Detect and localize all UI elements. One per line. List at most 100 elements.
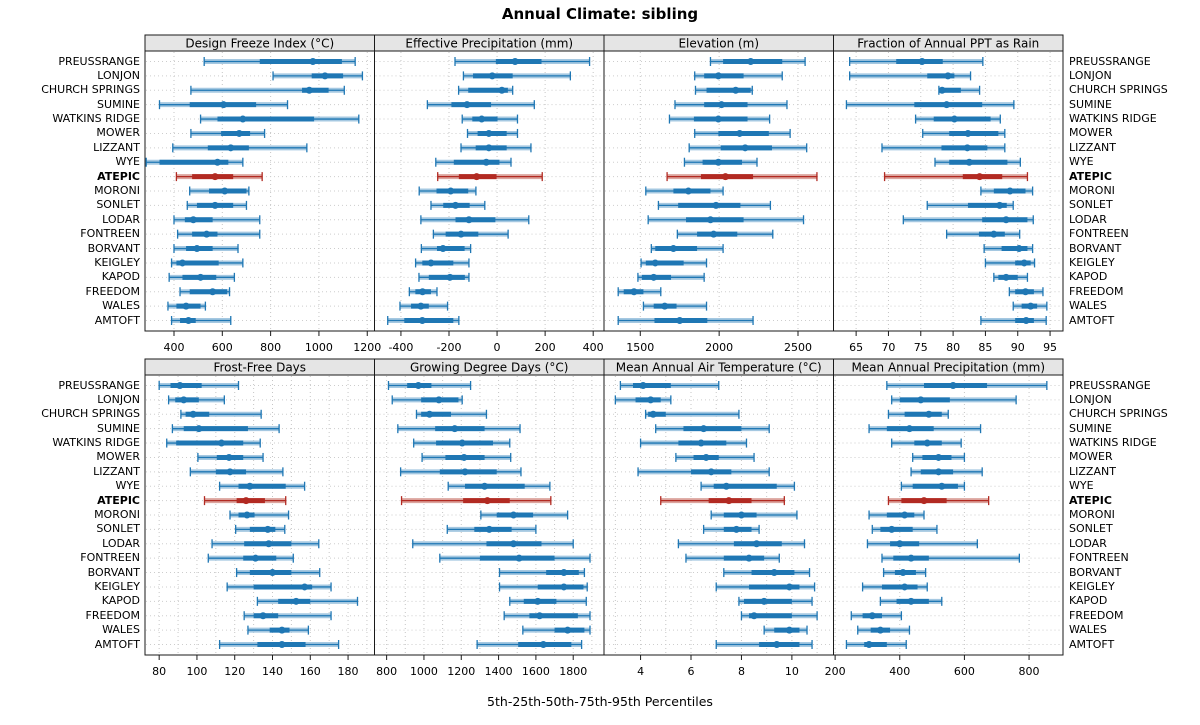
percentile-row-preussrange <box>454 57 591 66</box>
percentile-row-mower <box>466 128 519 138</box>
percentile-row-borvant <box>650 244 724 254</box>
percentile-row-fontreen <box>207 553 294 563</box>
median-dot <box>669 245 677 253</box>
axis-tick-label: 85 <box>978 341 992 354</box>
percentile-row-lonjon <box>849 71 972 81</box>
station-label-right-keigley: KEIGLEY <box>1069 255 1115 269</box>
station-label-left-lonjon: LONJON <box>97 68 140 82</box>
percentile-row-borvant <box>173 244 239 254</box>
panel-strip <box>833 358 1064 376</box>
median-dot <box>676 317 684 324</box>
station-label-left-atepic: ATEPIC <box>97 493 140 507</box>
median-dot <box>702 453 710 461</box>
median-dot <box>451 425 459 433</box>
axis-tick-label: 120 <box>224 665 245 678</box>
panel-frost-free-days: Frost-Free Days 80 100 120 140 160 180 <box>144 358 375 678</box>
percentile-row-lonjon <box>614 395 672 405</box>
median-dot <box>714 158 722 166</box>
percentile-row-borvant <box>420 244 472 254</box>
median-dot <box>461 468 469 476</box>
station-label-left-kapod: KAPOD <box>101 594 140 608</box>
axis-tick-label: -200 <box>437 341 462 354</box>
percentile-row-lodar <box>173 215 261 225</box>
percentile-row-sumine <box>158 100 289 110</box>
percentile-row-kapod <box>738 596 813 606</box>
median-dot <box>773 641 781 648</box>
median-dot <box>265 540 273 548</box>
median-dot <box>209 288 217 296</box>
median-dot <box>1022 317 1030 324</box>
median-dot <box>888 525 896 533</box>
percentile-row-amtoft <box>476 640 583 649</box>
percentile-row-fontreen <box>439 553 591 563</box>
percentile-row-lodar <box>420 215 530 225</box>
station-label-left-freedom: FREEDOM <box>85 608 141 622</box>
percentile-row-keigley <box>861 582 928 592</box>
axis-tick-label: 95 <box>1043 341 1057 354</box>
median-dot <box>650 273 658 281</box>
percentile-row-church-springs <box>180 409 262 419</box>
median-dot <box>943 101 951 109</box>
median-dot <box>225 453 233 461</box>
station-label-left-sumine: SUMINE <box>97 421 140 435</box>
median-dot <box>182 302 190 310</box>
station-label-right-lodar: LODAR <box>1069 212 1107 226</box>
panel-strip-label: Mean Annual Air Temperature (°C) <box>616 361 822 375</box>
percentile-row-lodar <box>902 215 1034 225</box>
percentile-row-amtoft <box>170 316 232 325</box>
median-dot <box>221 187 229 195</box>
percentile-row-watkins-ridge <box>413 438 511 448</box>
median-dot <box>718 101 726 109</box>
median-dot <box>560 569 568 577</box>
station-label-left-amtoft: AMTOFT <box>94 313 140 327</box>
percentile-row-borvant <box>498 568 586 578</box>
panel-mean-annual-air-temperature-c: Mean Annual Air Temperature (°C) 4 6 8 10 <box>603 358 834 678</box>
median-dot <box>321 72 329 80</box>
percentile-row-borvant <box>723 568 811 578</box>
station-label-left-amtoft: AMTOFT <box>94 637 140 651</box>
median-dot <box>189 216 197 224</box>
median-dot <box>963 144 971 152</box>
percentile-row-moroni <box>229 510 290 520</box>
median-dot <box>700 425 708 433</box>
median-dot <box>990 230 998 238</box>
median-dot <box>649 410 657 418</box>
percentile-row-moroni <box>980 186 1034 196</box>
station-label-right-freedom: FREEDOM <box>1069 608 1124 622</box>
percentile-row-lonjon <box>694 71 783 81</box>
axis-tick-label: 600 <box>212 341 233 354</box>
station-label-left-fontreen: FONTREEN <box>80 227 140 241</box>
station-label-right-lizzant: LIZZANT <box>1069 464 1116 478</box>
station-label-right-sumine: SUMINE <box>1069 97 1112 111</box>
median-dot <box>741 144 749 152</box>
percentile-row-wales <box>399 301 449 311</box>
median-dot <box>485 144 493 152</box>
median-dot <box>211 201 219 209</box>
median-dot <box>414 382 422 389</box>
percentile-row-mower <box>694 128 791 138</box>
median-dot <box>305 86 313 94</box>
median-dot <box>925 410 933 418</box>
station-label-right-moroni: MORONI <box>1069 508 1115 521</box>
percentile-row-mower <box>421 452 512 462</box>
panel-strip-label: Effective Precipitation (mm) <box>405 37 573 51</box>
station-label-left-lodar: LODAR <box>102 212 140 226</box>
percentile-row-wye <box>934 157 1021 167</box>
median-dot <box>478 115 486 123</box>
panel-strip-label: Frost-Free Days <box>213 361 306 375</box>
percentile-row-lizzant <box>172 143 308 153</box>
station-label-right-lodar: LODAR <box>1069 536 1107 550</box>
axis-caption: 5th-25th-50th-75th-95th Percentiles <box>487 694 713 709</box>
median-dot <box>965 158 973 166</box>
percentile-row-lizzant <box>189 467 284 477</box>
station-label-left-preussrange: PREUSSRANGE <box>58 378 140 392</box>
median-dot <box>996 201 1004 209</box>
median-dot <box>1020 259 1028 267</box>
percentile-row-amtoft <box>387 316 460 325</box>
station-label-right-church-springs: CHURCH SPRINGS <box>1069 83 1168 97</box>
median-dot <box>239 115 247 123</box>
percentile-row-lonjon <box>391 395 463 405</box>
median-dot <box>707 468 715 476</box>
percentile-row-lizzant <box>881 143 1006 153</box>
